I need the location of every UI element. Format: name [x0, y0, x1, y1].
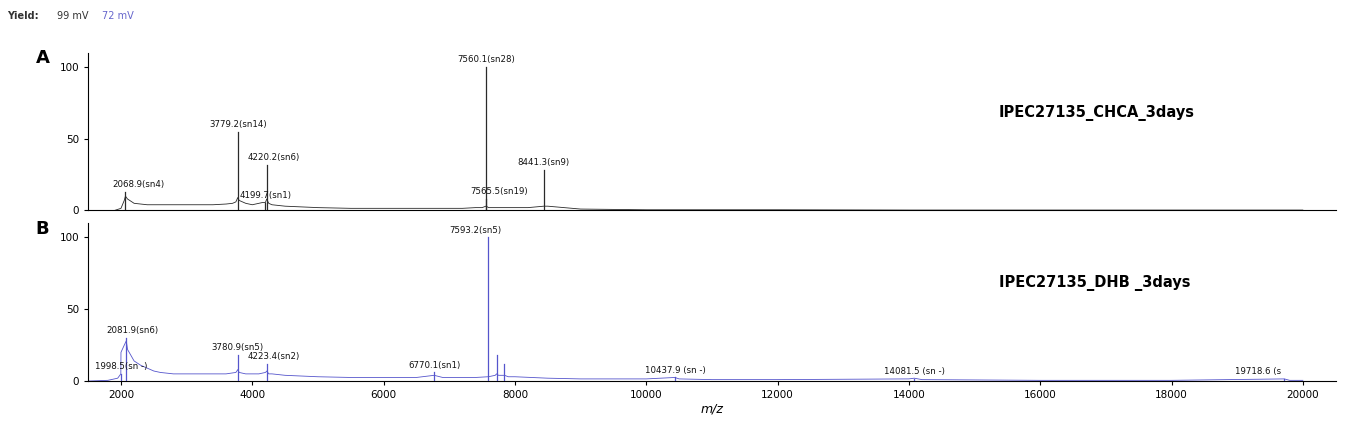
- X-axis label: m/z: m/z: [701, 403, 723, 416]
- Text: 10437.9 (sn -): 10437.9 (sn -): [644, 366, 705, 374]
- Text: 7593.2(sn5): 7593.2(sn5): [449, 226, 502, 235]
- Text: 3780.9(sn5): 3780.9(sn5): [212, 343, 264, 352]
- Text: 6770.1(sn1): 6770.1(sn1): [408, 360, 460, 370]
- Text: 4220.2(sn6): 4220.2(sn6): [247, 153, 300, 162]
- Text: IPEC27135_CHCA_3days: IPEC27135_CHCA_3days: [999, 105, 1195, 120]
- Text: IPEC27135_DHB _3days: IPEC27135_DHB _3days: [999, 275, 1191, 291]
- Text: 7560.1(sn28): 7560.1(sn28): [457, 55, 515, 64]
- Text: 14081.5 (sn -): 14081.5 (sn -): [884, 367, 945, 376]
- Text: 7565.5(sn19): 7565.5(sn19): [471, 187, 529, 196]
- Text: 4199.7(sn1): 4199.7(sn1): [240, 191, 292, 201]
- Text: 72 mV: 72 mV: [102, 11, 133, 21]
- Text: 8441.3(sn9): 8441.3(sn9): [518, 159, 570, 167]
- Text: 4223.4(sn2): 4223.4(sn2): [247, 352, 300, 361]
- Text: 99 mV: 99 mV: [57, 11, 88, 21]
- Text: 2081.9(sn6): 2081.9(sn6): [107, 326, 159, 335]
- Text: A: A: [35, 49, 50, 67]
- Text: 19718.6 (s: 19718.6 (s: [1235, 367, 1281, 377]
- Text: B: B: [35, 220, 49, 238]
- Text: 3779.2(sn14): 3779.2(sn14): [209, 120, 267, 129]
- Text: 1998.5(sn -): 1998.5(sn -): [95, 362, 146, 371]
- Text: 2068.9(sn4): 2068.9(sn4): [113, 180, 164, 189]
- Text: Yield:: Yield:: [7, 11, 38, 21]
